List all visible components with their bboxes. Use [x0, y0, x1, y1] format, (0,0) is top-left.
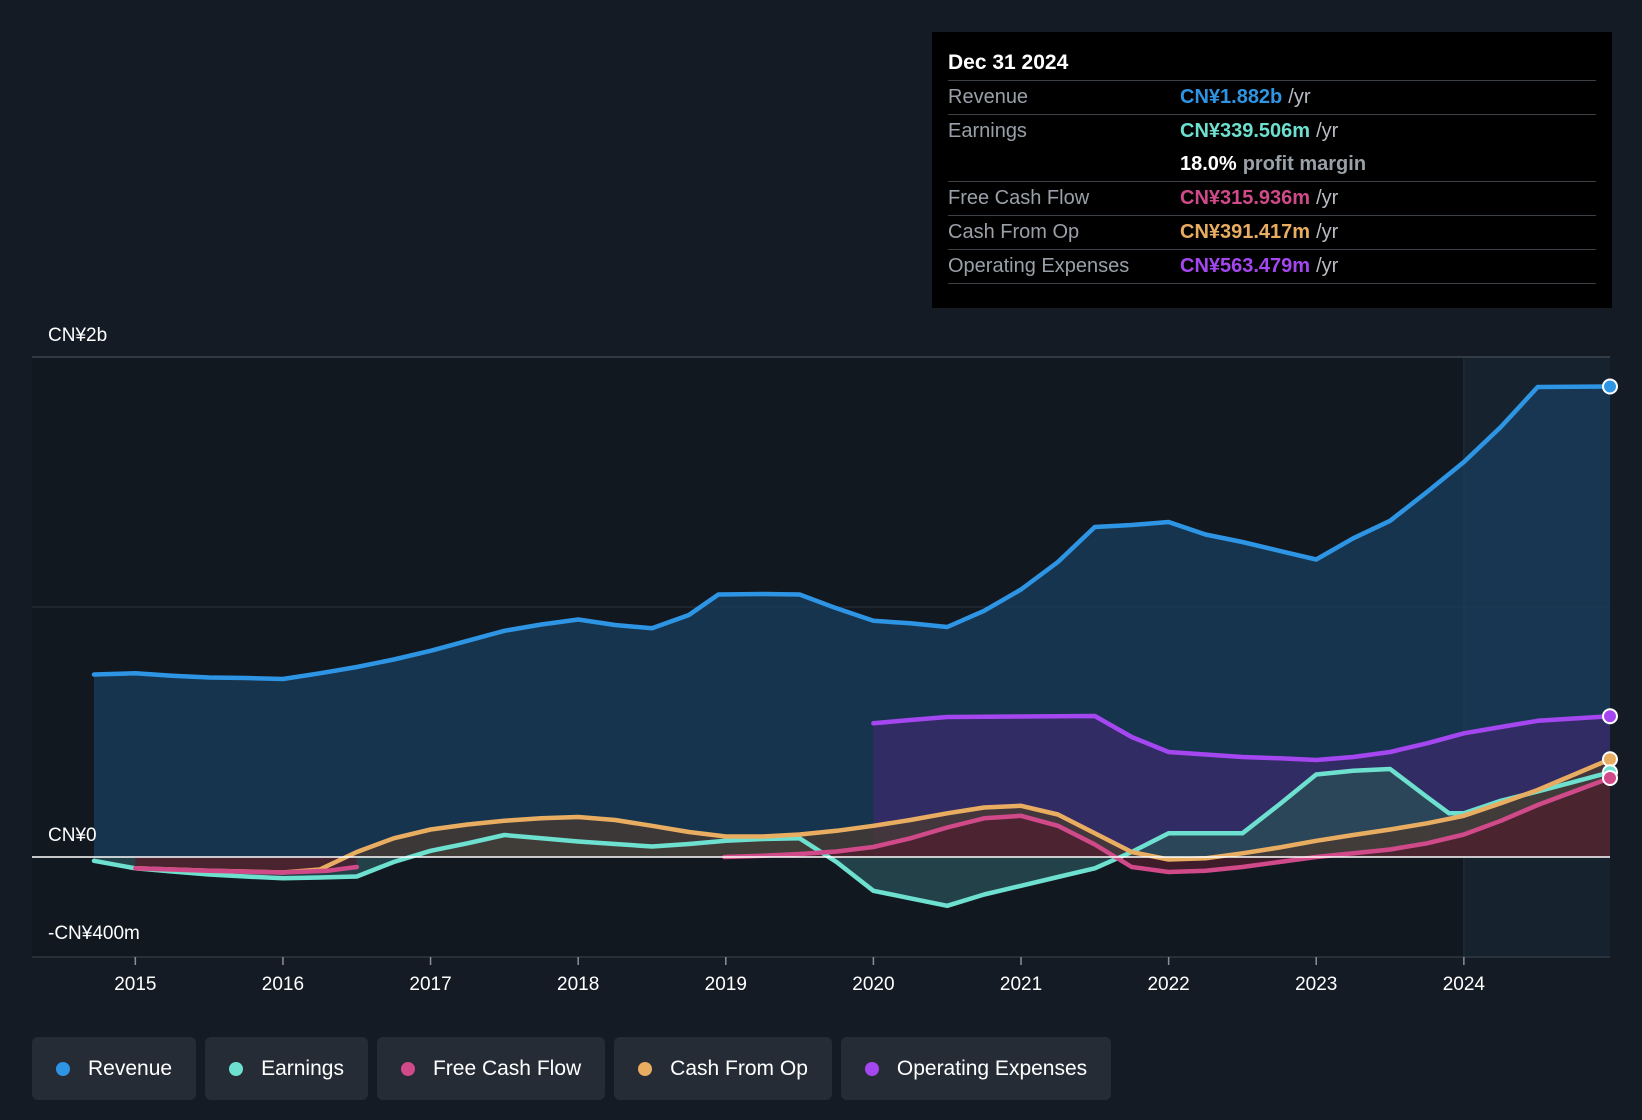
legend-label: Earnings — [261, 1056, 344, 1080]
x-tick-label: 2022 — [1147, 974, 1189, 995]
tooltip-label — [948, 148, 1180, 181]
area-free-cash-flow — [724, 778, 1610, 872]
legend-dot-icon — [864, 1061, 879, 1076]
area-earnings — [94, 769, 1610, 906]
y-label-top: CN¥2b — [48, 325, 107, 346]
tooltip-unit: /yr — [1316, 187, 1339, 209]
x-tick-label: 2024 — [1443, 974, 1486, 995]
tooltip-row-profit-margin: 18.0% profit margin — [948, 148, 1596, 182]
tooltip-unit: /yr — [1316, 221, 1339, 243]
legend-label: Cash From Op — [670, 1056, 808, 1080]
end-marker-free-cash-flow — [1602, 770, 1618, 786]
tooltip-value: 18.0% — [1180, 153, 1237, 175]
tooltip-value: CN¥339.506m — [1180, 120, 1311, 142]
area-cash-from-op — [135, 759, 1610, 873]
tooltip-unit: profit margin — [1242, 153, 1367, 175]
tooltip-label: Cash From Op — [948, 221, 1080, 243]
tooltip-value: CN¥391.417m — [1180, 221, 1311, 243]
end-marker-revenue — [1602, 378, 1618, 395]
x-tick-label: 2018 — [557, 974, 599, 995]
x-tick-label: 2017 — [409, 974, 451, 995]
legend-dot-icon — [638, 1061, 653, 1076]
end-markers — [1602, 378, 1618, 786]
tooltip-row-revenue: Revenue CN¥1.882b /yr — [948, 81, 1596, 115]
legend: Revenue Earnings Free Cash Flow Cash Fro… — [32, 1037, 1112, 1100]
tooltip: Dec 31 2024 Revenue CN¥1.882b /yr Earnin… — [932, 32, 1612, 308]
line-earnings — [91, 766, 1613, 909]
line-operating-expenses — [871, 713, 1613, 763]
tooltip-unit: /yr — [1316, 255, 1339, 277]
y-label-zero: CN¥0 — [48, 825, 97, 846]
end-marker-cash-from-op — [1602, 751, 1618, 768]
x-tick-label: 2021 — [1000, 974, 1042, 995]
line-free-cash-flow — [133, 864, 360, 875]
line-free-cash-flow — [722, 775, 1613, 875]
legend-item-cash-from-op[interactable]: Cash From Op — [614, 1037, 832, 1100]
legend-label: Free Cash Flow — [432, 1056, 582, 1080]
legend-label: Operating Expenses — [896, 1056, 1088, 1080]
tooltip-row-operating-expenses: Operating Expenses CN¥563.479m /yr — [948, 250, 1596, 284]
tooltip-label: Operating Expenses — [948, 255, 1130, 277]
tooltip-row-cash-from-op: Cash From Op CN¥391.417m /yr — [948, 216, 1596, 250]
tooltip-value: CN¥563.479m — [1180, 255, 1311, 277]
legend-dot-icon — [56, 1061, 70, 1076]
x-tick-label: 2019 — [705, 974, 747, 995]
tooltip-label: Free Cash Flow — [948, 187, 1090, 209]
tooltip-row-earnings: Earnings CN¥339.506m /yr — [948, 115, 1596, 148]
area-revenue — [94, 386, 1610, 857]
x-tick-label: 2016 — [262, 974, 304, 995]
legend-item-operating-expenses[interactable]: Operating Expenses — [840, 1037, 1112, 1100]
end-marker-operating-expenses — [1602, 708, 1618, 725]
legend-label: Revenue — [88, 1056, 173, 1080]
y-label-bottom: -CN¥400m — [48, 923, 140, 944]
tooltip-label: Earnings — [948, 120, 1027, 142]
series-lines — [91, 384, 1613, 909]
tooltip-label: Revenue — [948, 86, 1029, 108]
tooltip-value: CN¥315.936m — [1180, 187, 1311, 209]
x-tick-label: 2023 — [1295, 974, 1337, 995]
legend-dot-icon — [229, 1061, 244, 1076]
x-tick-label: 2020 — [852, 974, 894, 995]
legend-item-revenue[interactable]: Revenue — [32, 1037, 197, 1100]
tooltip-value: CN¥1.882b — [1180, 86, 1283, 108]
tooltip-date: Dec 31 2024 — [948, 46, 1596, 81]
line-revenue — [91, 384, 1613, 682]
x-tick-label: 2015 — [114, 974, 156, 995]
tooltip-row-free-cash-flow: Free Cash Flow CN¥315.936m /yr — [948, 182, 1596, 216]
tooltip-unit: /yr — [1316, 120, 1339, 142]
line-cash-from-op — [133, 757, 1613, 875]
axes: CN¥2b CN¥0 -CN¥400m 2015 2016 2017 2018 2019 202… — [32, 325, 1610, 995]
tooltip-unit: /yr — [1288, 86, 1311, 108]
legend-dot-icon — [400, 1061, 415, 1076]
legend-item-free-cash-flow[interactable]: Free Cash Flow — [376, 1037, 606, 1100]
legend-item-earnings[interactable]: Earnings — [205, 1037, 368, 1100]
